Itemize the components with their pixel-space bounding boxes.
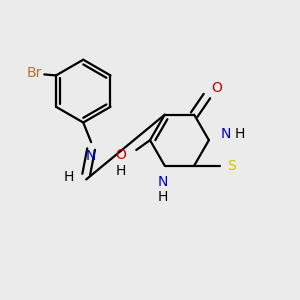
Text: H: H	[235, 127, 245, 141]
Text: O: O	[115, 148, 126, 162]
Text: N: N	[86, 149, 96, 163]
Text: H: H	[116, 164, 126, 178]
Text: O: O	[211, 81, 222, 95]
Text: N: N	[158, 176, 168, 189]
Text: H: H	[158, 190, 168, 204]
Text: S: S	[227, 159, 236, 173]
Text: N: N	[220, 127, 231, 141]
Text: H: H	[63, 170, 74, 184]
Text: Br: Br	[27, 66, 42, 80]
